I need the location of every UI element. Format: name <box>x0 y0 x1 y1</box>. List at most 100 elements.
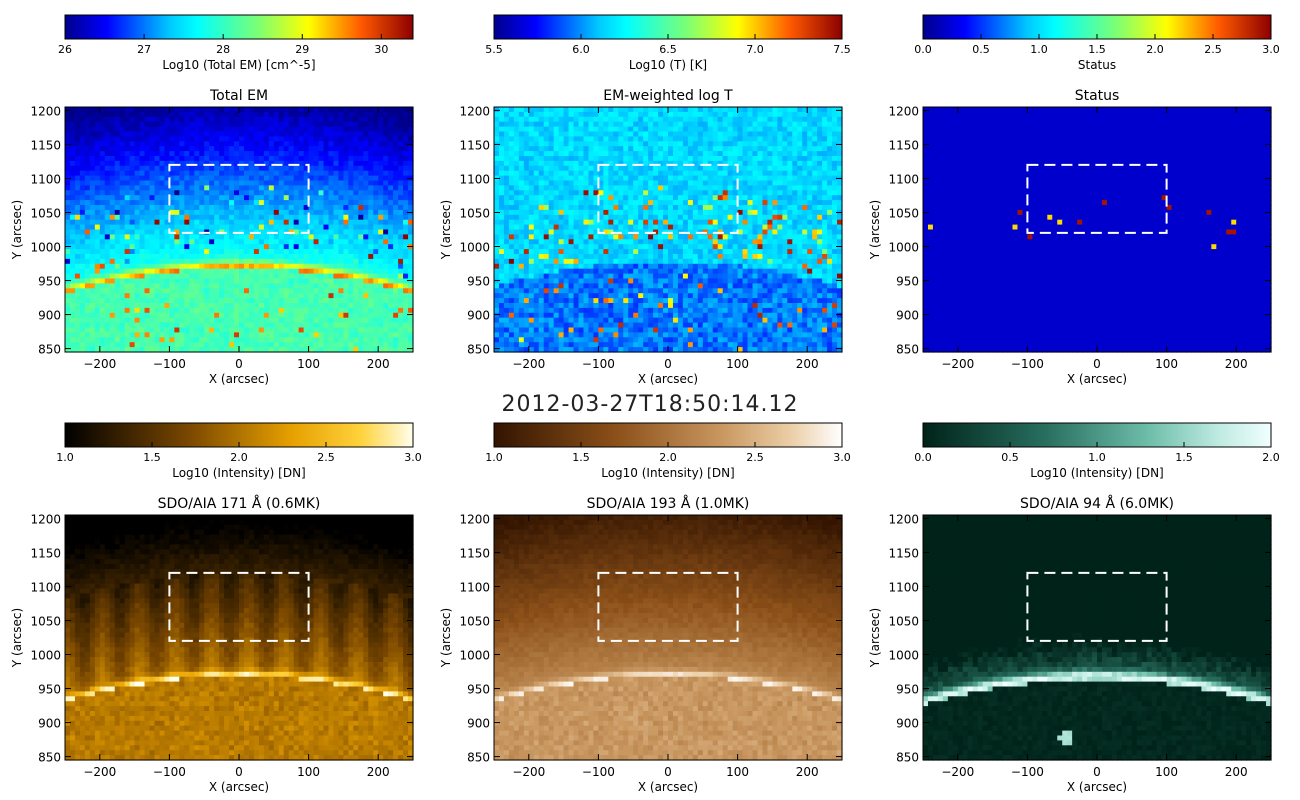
highlight-box <box>168 163 310 234</box>
x-tick-label: 100 <box>726 765 749 779</box>
x-tick-label: −100 <box>1011 765 1044 779</box>
colorbar-label: Log10 (Intensity) [DN] <box>172 466 306 480</box>
chart-panel-2: 5.5 6.0 6.5 7.0 7.5 Log10 (T) [K] EM-weighted … <box>439 14 851 386</box>
heatmap-image <box>494 107 843 353</box>
x-tick-label: 100 <box>297 357 320 371</box>
x-tick-label: −200 <box>512 357 545 371</box>
chart-panel-3: 0.0 0.5 1.0 1.5 2.0 2.5 3.0 Status Status −200 −10… <box>868 14 1280 386</box>
y-tick-label: 950 <box>467 683 490 697</box>
y-tick-label: 950 <box>467 275 490 289</box>
y-axis-label: Y (arcsec) <box>10 200 24 260</box>
heatmap-image <box>65 107 414 353</box>
y-tick-label: 1000 <box>459 649 490 663</box>
colorbar-tick-label: 7.5 <box>833 43 851 56</box>
colorbar-tick-label: 29 <box>295 43 309 56</box>
colorbar-label: Log10 (Intensity) [DN] <box>1030 466 1164 480</box>
colorbar-tick-label: 1.0 <box>1030 43 1048 56</box>
y-tick-label: 1050 <box>888 614 919 628</box>
colorbar <box>64 422 414 448</box>
y-tick-label: 1200 <box>459 512 490 526</box>
y-tick-label: 1200 <box>30 512 61 526</box>
heatmap-image <box>65 515 414 761</box>
y-tick-label: 850 <box>467 751 490 765</box>
x-tick-label: −200 <box>941 357 974 371</box>
colorbar-tick-label: 5.5 <box>485 43 503 56</box>
colorbar-tick-label: 2.0 <box>230 451 248 464</box>
x-axis-label: X (arcsec) <box>1067 372 1127 386</box>
colorbar-tick-label: 1.5 <box>1088 43 1106 56</box>
colorbar <box>64 14 414 40</box>
highlight-box <box>597 571 739 642</box>
colorbar-label: Log10 (Intensity) [DN] <box>601 466 735 480</box>
colorbar-tick-label: 7.0 <box>746 43 764 56</box>
y-tick-label: 950 <box>38 683 61 697</box>
colorbar-tick-label: 6.0 <box>572 43 590 56</box>
y-tick-label: 850 <box>896 751 919 765</box>
panel-title: EM-weighted log T <box>603 88 733 104</box>
colorbar-tick-label: 0.5 <box>972 43 990 56</box>
colorbar-tick-label: 26 <box>58 43 72 56</box>
y-tick-label: 1100 <box>30 172 61 186</box>
highlight-box <box>597 163 739 234</box>
y-tick-label: 1150 <box>30 546 61 560</box>
y-axis-label: Y (arcsec) <box>868 200 882 260</box>
y-tick-label: 950 <box>896 275 919 289</box>
x-tick-label: −200 <box>83 357 116 371</box>
y-axis-label: Y (arcsec) <box>868 608 882 668</box>
y-tick-label: 850 <box>38 751 61 765</box>
panel-title: SDO/AIA 171 Å (0.6MK) <box>158 495 321 512</box>
y-tick-label: 900 <box>38 309 61 323</box>
x-tick-label: −100 <box>582 357 615 371</box>
colorbar-tick-label: 6.5 <box>659 43 677 56</box>
chart-panel-1: 26 27 28 29 30 Log10 (Total EM) [cm^-5] Total … <box>10 14 414 386</box>
y-tick-label: 1200 <box>459 104 490 118</box>
x-axis-label: X (arcsec) <box>1067 780 1127 794</box>
y-tick-label: 900 <box>38 717 61 731</box>
colorbar-tick-label: 28 <box>216 43 230 56</box>
y-tick-label: 1200 <box>888 512 919 526</box>
colorbar-tick-label: 3.0 <box>1262 43 1280 56</box>
chart-panel-4: 1.0 1.5 2.0 2.5 3.0 Log10 (Intensity) [DN] SDO… <box>10 422 422 794</box>
y-tick-label: 1000 <box>888 241 919 255</box>
y-tick-label: 1100 <box>30 580 61 594</box>
y-tick-label: 1100 <box>459 580 490 594</box>
colorbar-tick-label: 2.5 <box>746 451 764 464</box>
y-axis-label: Y (arcsec) <box>439 608 453 668</box>
y-tick-label: 1050 <box>459 614 490 628</box>
colorbar-tick-label: 3.0 <box>833 451 851 464</box>
y-tick-label: 1100 <box>888 172 919 186</box>
y-tick-label: 1100 <box>459 172 490 186</box>
x-tick-label: −100 <box>153 357 186 371</box>
heatmap-image <box>923 515 1272 761</box>
observation-timestamp: 2012-03-27T18:50:14.12 <box>0 392 1300 417</box>
x-axis-label: X (arcsec) <box>638 780 698 794</box>
colorbar-label: Status <box>1078 58 1116 72</box>
x-tick-label: 200 <box>1225 357 1248 371</box>
heatmap-image <box>923 107 1272 353</box>
y-tick-label: 950 <box>896 683 919 697</box>
colorbar-label: Log10 (Total EM) [cm^-5] <box>162 58 315 72</box>
y-tick-label: 1000 <box>459 241 490 255</box>
y-tick-label: 900 <box>467 309 490 323</box>
panel-title: Status <box>1075 88 1120 104</box>
colorbar-label: Log10 (T) [K] <box>629 58 707 72</box>
x-tick-label: 200 <box>1225 765 1248 779</box>
colorbar-tick-label: 0.0 <box>914 451 932 464</box>
x-tick-label: 200 <box>367 765 390 779</box>
colorbar-tick-label: 0.5 <box>1001 451 1019 464</box>
colorbar-tick-label: 3.0 <box>404 451 422 464</box>
y-tick-label: 900 <box>896 717 919 731</box>
y-tick-label: 1050 <box>459 206 490 220</box>
y-tick-label: 1200 <box>888 104 919 118</box>
highlight-box <box>168 571 310 642</box>
x-axis-label: X (arcsec) <box>209 780 269 794</box>
panel-title: SDO/AIA 193 Å (1.0MK) <box>587 495 750 512</box>
y-tick-label: 850 <box>467 343 490 357</box>
heatmap-image <box>494 515 843 761</box>
x-tick-label: 0 <box>1093 357 1101 371</box>
x-tick-label: 0 <box>664 765 672 779</box>
colorbar-tick-label: 1.5 <box>1175 451 1193 464</box>
y-tick-label: 900 <box>467 717 490 731</box>
panel-title: Total EM <box>209 88 268 104</box>
